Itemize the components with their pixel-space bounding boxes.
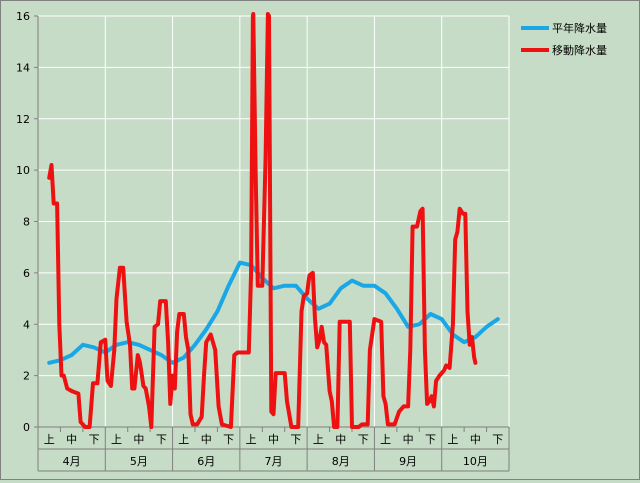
y-tick-label: 8 [23, 216, 30, 229]
x-tick-label: 上 [313, 433, 324, 446]
x-tick-label: 下 [156, 433, 167, 446]
y-tick-label: 16 [16, 10, 30, 23]
y-axis: 0 2 4 6 8 10 12 14 16 [16, 10, 39, 434]
y-tick-label: 4 [23, 318, 30, 331]
x-group-label: 8月 [332, 455, 350, 468]
x-tick-label: 下 [89, 433, 100, 446]
x-tick-label: 下 [492, 433, 503, 446]
series-lines [47, 12, 500, 429]
x-tick-label: 下 [425, 433, 436, 446]
x-tick-label: 中 [66, 433, 77, 446]
x-group-label: 9月 [399, 455, 417, 468]
y-tick-label: 12 [16, 113, 30, 126]
x-axis: 上中下上中下上中下上中下上中下上中下上中下4月 5月 6月 7月 8月 9月 10月 [37, 426, 510, 472]
x-tick-label: 中 [470, 433, 481, 446]
x-tick-label: 中 [268, 433, 279, 446]
x-group-label: 4月 [63, 455, 81, 468]
y-tick-label: 10 [16, 164, 30, 177]
x-group-label: 7月 [265, 455, 283, 468]
x-tick-label: 中 [403, 433, 414, 446]
x-tick-label: 中 [133, 433, 144, 446]
y-tick-label: 0 [23, 421, 30, 434]
x-tick-label: 下 [358, 433, 369, 446]
series-line-moving [47, 12, 478, 429]
y-tick-label: 6 [23, 267, 30, 280]
x-tick-label: 上 [111, 433, 122, 446]
legend-label: 平年降水量 [552, 21, 607, 35]
x-tick-label: 上 [246, 433, 257, 446]
x-tick-label: 上 [44, 433, 55, 446]
legend-label: 移動降水量 [552, 43, 607, 57]
x-tick-label: 上 [447, 433, 458, 446]
x-group-label: 6月 [197, 455, 215, 468]
y-tick-label: 14 [16, 61, 30, 74]
x-group-label: 10月 [463, 455, 488, 468]
x-tick-label: 上 [380, 433, 391, 446]
x-tick-label: 中 [335, 433, 346, 446]
x-tick-label: 上 [178, 433, 189, 446]
x-tick-label: 中 [201, 433, 212, 446]
x-group-label: 5月 [130, 455, 148, 468]
x-tick-label: 下 [223, 433, 234, 446]
y-tick-label: 2 [23, 370, 30, 383]
x-tick-label: 下 [290, 433, 301, 446]
